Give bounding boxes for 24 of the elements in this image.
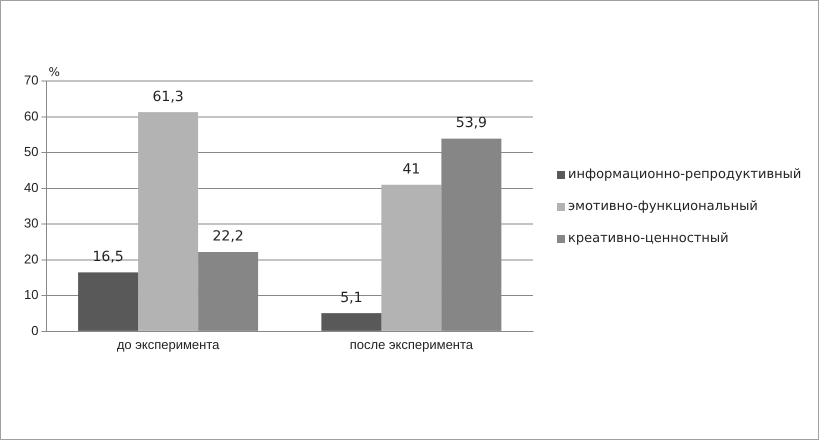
legend-label: эмотивно-функциональный (568, 198, 758, 216)
y-tick-label: 0 (31, 322, 38, 338)
x-tick-label: до эксперимента (116, 336, 220, 352)
bar (321, 313, 382, 331)
bar (381, 184, 442, 331)
data-label: 22,2 (212, 228, 244, 245)
y-tick-label: 20 (24, 251, 38, 266)
y-axis-title: % (48, 65, 60, 80)
bar (78, 272, 138, 331)
bar (138, 112, 198, 331)
x-tick-label: после эксперимента (350, 336, 474, 352)
data-label: 61,3 (152, 88, 184, 105)
data-label: 41 (402, 161, 420, 178)
y-tick-label: 50 (24, 144, 38, 160)
legend-label: информационно-репродуктивный (568, 166, 802, 184)
y-tick-label: 70 (24, 72, 38, 88)
data-label: 5,1 (340, 290, 362, 306)
data-label: 53,9 (456, 115, 487, 132)
data-label: 16,5 (92, 249, 124, 266)
legend-label: креативно-ценностный (568, 230, 729, 248)
y-tick-label: 60 (24, 108, 38, 124)
y-tick-label: 40 (24, 180, 38, 195)
y-tick-label: 30 (24, 216, 38, 231)
y-tick-label: 10 (24, 287, 38, 302)
